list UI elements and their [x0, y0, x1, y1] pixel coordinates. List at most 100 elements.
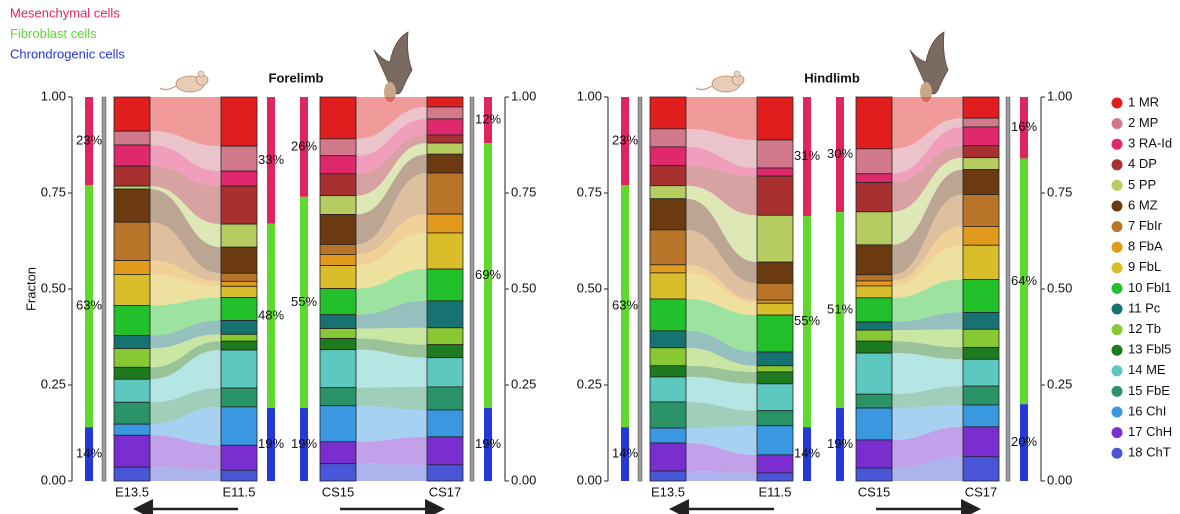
bar-segment [320, 156, 356, 174]
bar-segment [114, 402, 150, 424]
strip [470, 97, 474, 481]
y-tick-label: 0.25 [511, 376, 536, 391]
bar-segment [221, 247, 257, 273]
lineage-label: 19% [258, 436, 284, 451]
bar-segment [757, 366, 793, 372]
bar-segment [320, 289, 356, 315]
bar-segment [221, 97, 257, 146]
bar-segment [427, 119, 463, 135]
x-tick-label: CS15 [858, 484, 891, 499]
page: Fracton Mesenchymal cellsFibroblast cell… [0, 0, 1180, 514]
bar-segment [650, 331, 686, 348]
legend-label: 12 Tb [1128, 321, 1161, 336]
x-tick-label: CS15 [322, 484, 355, 499]
bar-segment [856, 286, 892, 298]
bar-segment [650, 97, 686, 129]
bar-segment [856, 353, 892, 394]
bar-segment [650, 147, 686, 166]
bar-segment [427, 301, 463, 328]
lineage-label: 19% [291, 436, 317, 451]
lineage-label: 19% [827, 436, 853, 451]
legend-swatch [1112, 345, 1123, 356]
bar-segment [427, 269, 463, 301]
bar-segment [320, 266, 356, 289]
y-tick-label: 0.50 [41, 280, 66, 295]
bar-segment [856, 174, 892, 183]
bar-segment [114, 189, 150, 222]
x-tick-label: E11.5 [758, 484, 791, 499]
legend-swatch [1112, 180, 1123, 191]
legend-label: 5 PP [1128, 177, 1156, 192]
bar-segment [963, 127, 999, 146]
legend-swatch [1112, 262, 1123, 273]
bar-segment [856, 245, 892, 275]
bar-segment [427, 97, 463, 107]
lineage-legend-label: Chrondrogenic cells [10, 46, 125, 61]
bar-segment [757, 303, 793, 315]
bar-segment [320, 97, 356, 139]
bar-segment [757, 300, 793, 303]
bar-segment [757, 411, 793, 426]
y-tick-label: 0.00 [41, 472, 66, 487]
bar-segment [650, 273, 686, 299]
flow [356, 464, 427, 481]
bar-segment [757, 176, 793, 215]
y-tick-label: 1.00 [577, 88, 602, 103]
bar-segment [320, 329, 356, 339]
bar-segment [221, 341, 257, 350]
bar-segment [650, 377, 686, 402]
bar-segment [320, 315, 356, 329]
bar-segment [650, 166, 686, 186]
legend-label: 6 MZ [1128, 197, 1158, 212]
legend-label: 17 ChH [1128, 424, 1172, 439]
bar-segment [963, 312, 999, 329]
bar-segment [114, 166, 150, 186]
bar-segment [963, 359, 999, 386]
bar-segment [963, 245, 999, 279]
flows [686, 97, 963, 481]
bar-segment [114, 467, 150, 481]
bar-segment [427, 135, 463, 143]
y-tick-label: 0.75 [511, 184, 536, 199]
bar-segment [320, 442, 356, 464]
lineage-label: 55% [291, 294, 317, 309]
bar-segment [221, 407, 257, 445]
legend-label: 4 DP [1128, 156, 1157, 171]
lineage-label: 19% [475, 436, 501, 451]
bar-segment [320, 174, 356, 196]
bar-segment [963, 146, 999, 158]
bar-segment [757, 215, 793, 262]
lineage-label: 48% [258, 307, 284, 322]
bar-segment [320, 215, 356, 245]
strip [638, 97, 642, 481]
bar-segment [427, 410, 463, 437]
bar-segment [856, 341, 892, 353]
bar-segment [114, 424, 150, 435]
panel-title: Hindlimb [804, 70, 860, 85]
chart: Fracton Mesenchymal cellsFibroblast cell… [0, 0, 1180, 514]
lineage-label: 63% [612, 298, 638, 313]
bar-segment [427, 143, 463, 154]
bar-segment [114, 306, 150, 336]
bar-segment [320, 339, 356, 350]
legend-label: 11 Pc [1128, 300, 1161, 315]
lineage-legend-label: Fibroblast cells [10, 26, 97, 41]
bar-segment [114, 186, 150, 189]
legend-label: 15 FbE [1128, 383, 1170, 398]
bar-segment [963, 279, 999, 312]
bar-segment [856, 97, 892, 149]
legend-swatch [1112, 324, 1123, 335]
bar-segment [114, 335, 150, 348]
bar-segment [757, 372, 793, 384]
lineage-label: 33% [258, 152, 284, 167]
bar-segment [963, 226, 999, 245]
legend-label: 7 FbIr [1128, 218, 1163, 233]
y-tick-label: 1.00 [1047, 88, 1072, 103]
bar-segment [856, 394, 892, 408]
legend-label: 16 ChI [1128, 403, 1166, 418]
legend-swatch [1112, 365, 1123, 376]
bar-segment [757, 455, 793, 473]
bar-segment [650, 443, 686, 471]
bar-segment [221, 334, 257, 341]
bar-segment [650, 402, 686, 428]
